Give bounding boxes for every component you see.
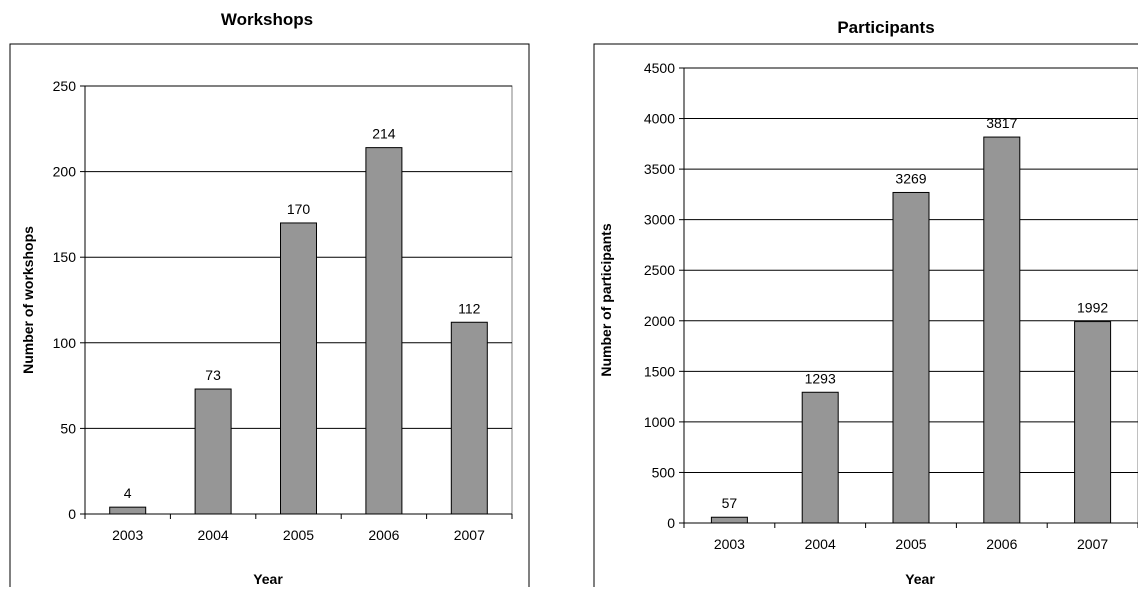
y-tick-label: 1000 xyxy=(644,414,675,430)
data-label-2007: 112 xyxy=(458,300,481,316)
y-tick-label: 50 xyxy=(60,420,76,436)
x-tick-label: 2003 xyxy=(112,527,143,543)
y-tick-label: 100 xyxy=(53,335,77,351)
bar-2004 xyxy=(194,388,232,515)
workshops-chart-svg: Workshops 0 50 100 150 200 250 4 2003 73 2004 170 2… xyxy=(9,10,530,592)
bar-2007 xyxy=(450,321,488,515)
bar-2003 xyxy=(710,516,748,524)
bar-2005 xyxy=(892,191,930,524)
x-tick-label: 2007 xyxy=(454,527,485,543)
y-tick-label: 4000 xyxy=(644,111,675,127)
y-axis-label: Number of workshops xyxy=(20,226,36,374)
y-axis-label: Number of participants xyxy=(598,223,614,376)
chart-area-border xyxy=(9,43,530,592)
participants-chart: Participants 0 500 1000 1500 2000 2500 3000 350… xyxy=(592,0,1138,592)
x-tick-label: 2006 xyxy=(368,527,399,543)
x-axis-label: Year xyxy=(253,571,283,587)
chart-title: Workshops xyxy=(221,10,313,29)
data-label-2004: 1293 xyxy=(805,370,836,386)
data-label-2004: 73 xyxy=(205,367,221,383)
participants-chart-svg: Participants 0 500 1000 1500 2000 2500 3000 350… xyxy=(593,18,1138,592)
y-tick-label: 3500 xyxy=(644,161,675,177)
x-tick-label: 2007 xyxy=(1077,536,1108,552)
data-label-2003: 4 xyxy=(124,485,132,501)
plot-area: 0 50 100 150 200 250 4 2003 73 2004 170 2005 214 2006… xyxy=(53,78,513,543)
y-tick-label: 1500 xyxy=(644,363,675,379)
bar-2007 xyxy=(1074,321,1112,524)
data-label-2003: 57 xyxy=(722,495,738,511)
y-tick-label: 2500 xyxy=(644,262,675,278)
y-tick-label: 4500 xyxy=(644,60,675,76)
bar-2006 xyxy=(983,136,1021,524)
data-label-2007: 1992 xyxy=(1077,300,1108,316)
plot-area: 0 500 1000 1500 2000 2500 3000 3500 4000 4500 57 20… xyxy=(644,60,1138,552)
bar-2004 xyxy=(801,391,839,524)
x-tick-label: 2003 xyxy=(714,536,745,552)
data-label-2006: 3817 xyxy=(986,115,1017,131)
data-label-2005: 3269 xyxy=(895,170,926,186)
data-label-2005: 170 xyxy=(287,201,311,217)
bar-2006 xyxy=(365,147,403,515)
x-tick-label: 2006 xyxy=(986,536,1017,552)
bar-2005 xyxy=(280,222,317,515)
x-tick-label: 2004 xyxy=(805,536,836,552)
y-tick-label: 250 xyxy=(53,78,77,94)
y-tick-label: 200 xyxy=(53,164,77,180)
x-tick-label: 2005 xyxy=(895,536,926,552)
y-tick-label: 500 xyxy=(652,464,676,480)
x-axis-label: Year xyxy=(905,571,935,587)
data-label-2006: 214 xyxy=(372,126,396,142)
chart-title: Participants xyxy=(837,18,934,37)
y-tick-label: 0 xyxy=(667,515,675,531)
y-tick-label: 2000 xyxy=(644,313,675,329)
x-tick-label: 2005 xyxy=(283,527,314,543)
y-tick-label: 150 xyxy=(53,249,77,265)
x-tick-label: 2004 xyxy=(198,527,229,543)
y-tick-label: 3000 xyxy=(644,212,675,228)
chart-area-border xyxy=(593,43,1138,592)
workshops-chart: Workshops 0 50 100 150 200 250 4 2003 73 2004 170 2… xyxy=(0,0,530,592)
y-tick-label: 0 xyxy=(68,506,76,522)
bar-2003 xyxy=(109,506,147,515)
